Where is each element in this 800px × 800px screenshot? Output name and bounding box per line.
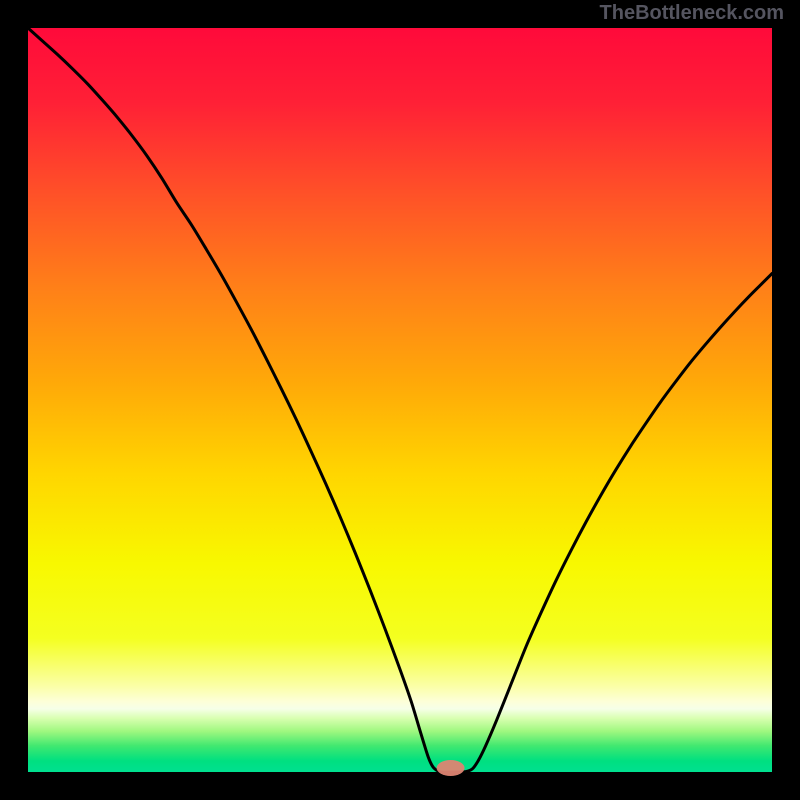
chart-container: TheBottleneck.com [0,0,800,800]
optimal-marker [437,760,465,776]
bottleneck-chart [0,0,800,800]
attribution-label: TheBottleneck.com [600,2,784,25]
